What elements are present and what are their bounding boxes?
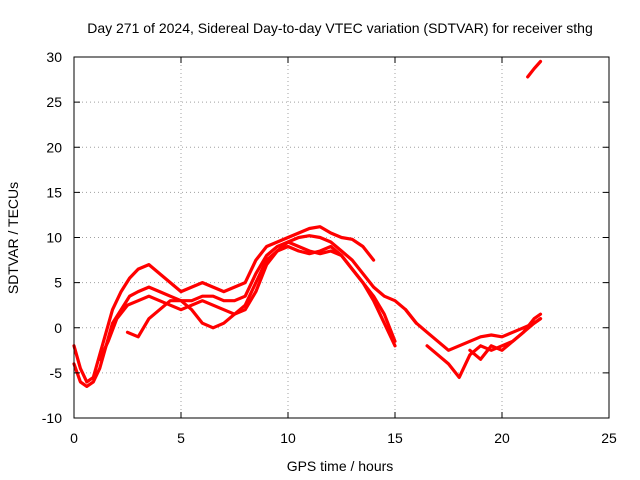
- series-line-2: [72, 234, 418, 388]
- y-tick-label: 30: [46, 49, 62, 65]
- x-tick-label: 20: [494, 430, 510, 446]
- series-line-5: [404, 308, 543, 352]
- series-layer: [72, 59, 543, 388]
- ticks: 0 5 10 15 20 25 -10 -5 0 5 10 15 20 25 30: [42, 49, 617, 446]
- x-tick-label: 0: [70, 430, 78, 446]
- y-tick-label: 25: [46, 94, 62, 110]
- y-tick-label: -10: [42, 410, 62, 426]
- grid: [74, 57, 609, 418]
- series-line-4: [125, 244, 397, 348]
- y-tick-label: 10: [46, 230, 62, 246]
- series-line-1: [72, 225, 376, 384]
- y-tick-label: 5: [54, 275, 62, 291]
- y-tick-label: 20: [46, 139, 62, 155]
- x-axis-label: GPS time / hours: [287, 458, 394, 474]
- chart-title: Day 271 of 2024, Sidereal Day-to-day VTE…: [87, 20, 593, 36]
- y-axis-label: SDTVAR / TECUs: [5, 182, 21, 294]
- series-line-8: [526, 59, 543, 79]
- x-tick-label: 25: [601, 430, 617, 446]
- x-tick-label: 10: [280, 430, 296, 446]
- x-tick-label: 5: [177, 430, 185, 446]
- series-line-7: [468, 317, 543, 361]
- y-tick-label: -5: [50, 365, 63, 381]
- y-tick-label: 15: [46, 184, 62, 200]
- y-tick-label: 0: [54, 320, 62, 336]
- x-tick-label: 15: [387, 430, 403, 446]
